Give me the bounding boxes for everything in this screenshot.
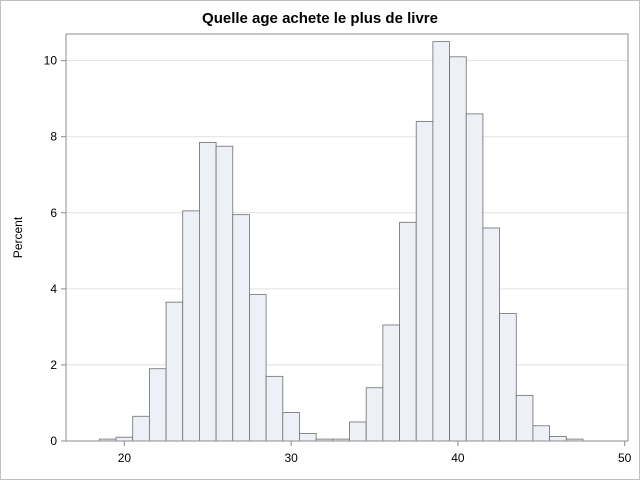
histogram-bar xyxy=(148,368,167,442)
histogram-bar xyxy=(515,394,534,442)
histogram-bar xyxy=(382,324,400,442)
histogram-bar xyxy=(282,412,300,442)
y-tick-label: 2 xyxy=(50,358,57,372)
chart-title: Quelle age achete le plus de livre xyxy=(202,10,438,27)
plot-area-frame xyxy=(65,33,629,442)
histogram-bar xyxy=(265,375,284,442)
histogram-bar xyxy=(182,210,200,442)
histogram-bar xyxy=(532,425,551,442)
y-tick-label: 8 xyxy=(50,130,57,144)
histogram-bar xyxy=(432,41,450,442)
histogram-bar xyxy=(549,436,567,442)
y-tick-label: 6 xyxy=(50,206,57,220)
histogram-bar xyxy=(365,387,384,442)
axes: 0 2 4 6 8 10 20 30 40 50 xyxy=(44,54,632,465)
histogram-bar xyxy=(465,113,484,442)
histogram-bar xyxy=(115,436,134,442)
histogram-bar xyxy=(499,313,517,442)
histogram-bar xyxy=(232,214,250,442)
grid-lines xyxy=(66,60,628,366)
histogram-bar xyxy=(299,432,317,442)
x-tick-label: 30 xyxy=(284,451,298,465)
histogram-bar xyxy=(415,121,434,442)
y-axis-label: Percent xyxy=(11,216,25,258)
histogram-bar xyxy=(399,221,417,442)
histogram-bar xyxy=(132,415,150,442)
x-tick-label: 40 xyxy=(451,451,465,465)
histogram-bar xyxy=(249,294,267,442)
y-tick-label: 4 xyxy=(50,282,57,296)
histogram-bar xyxy=(199,142,217,442)
histogram-bar xyxy=(349,421,367,442)
histogram-bar xyxy=(449,56,467,442)
y-tick-label: 10 xyxy=(44,54,58,68)
histogram-bar xyxy=(215,145,234,442)
y-tick-label: 0 xyxy=(50,434,57,448)
x-tick-label: 20 xyxy=(118,451,132,465)
histogram-bars xyxy=(98,41,584,442)
x-tick-label: 50 xyxy=(618,451,632,465)
histogram-bar xyxy=(165,301,184,442)
histogram-bar xyxy=(482,227,500,442)
